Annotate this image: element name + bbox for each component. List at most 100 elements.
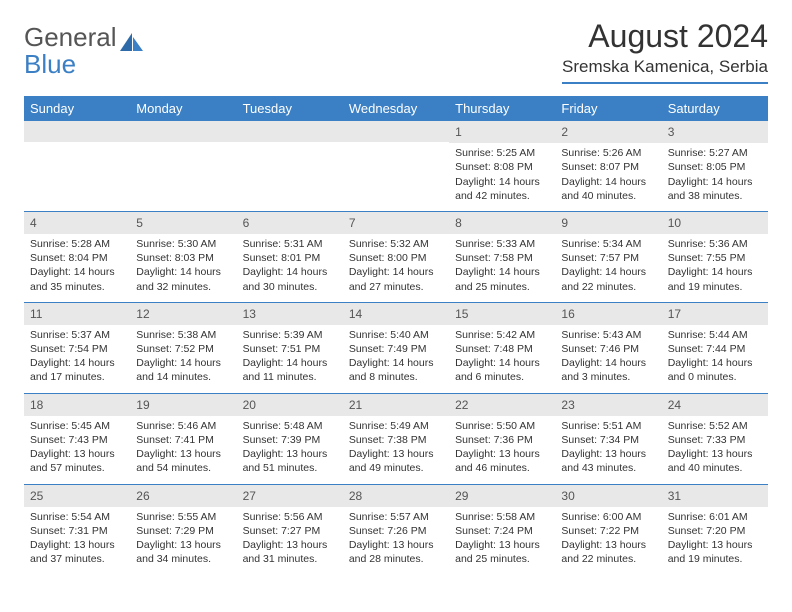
daylight-text: Daylight: 14 hours and 22 minutes.: [561, 265, 655, 293]
daylight-text: Daylight: 13 hours and 34 minutes.: [136, 538, 230, 566]
calendar-day-cell: 28Sunrise: 5:57 AMSunset: 7:26 PMDayligh…: [343, 484, 449, 574]
logo-word1: General: [24, 22, 117, 52]
sunrise-text: Sunrise: 5:48 AM: [243, 419, 337, 433]
sunset-text: Sunset: 7:46 PM: [561, 342, 655, 356]
calendar-day-cell: 17Sunrise: 5:44 AMSunset: 7:44 PMDayligh…: [662, 302, 768, 393]
day-header: Wednesday: [343, 96, 449, 121]
day-content: Sunrise: 5:45 AMSunset: 7:43 PMDaylight:…: [24, 416, 130, 484]
daylight-text: Daylight: 14 hours and 14 minutes.: [136, 356, 230, 384]
daylight-text: Daylight: 13 hours and 51 minutes.: [243, 447, 337, 475]
sunset-text: Sunset: 7:51 PM: [243, 342, 337, 356]
sunset-text: Sunset: 7:44 PM: [668, 342, 762, 356]
day-number: [343, 121, 449, 142]
calendar-day-cell: 16Sunrise: 5:43 AMSunset: 7:46 PMDayligh…: [555, 302, 661, 393]
daylight-text: Daylight: 14 hours and 25 minutes.: [455, 265, 549, 293]
calendar-day-cell: 3Sunrise: 5:27 AMSunset: 8:05 PMDaylight…: [662, 121, 768, 211]
calendar-day-cell: 25Sunrise: 5:54 AMSunset: 7:31 PMDayligh…: [24, 484, 130, 574]
day-content: Sunrise: 5:54 AMSunset: 7:31 PMDaylight:…: [24, 507, 130, 575]
day-header: Monday: [130, 96, 236, 121]
day-number: 2: [555, 121, 661, 143]
calendar-day-cell: 24Sunrise: 5:52 AMSunset: 7:33 PMDayligh…: [662, 393, 768, 484]
day-content: Sunrise: 5:30 AMSunset: 8:03 PMDaylight:…: [130, 234, 236, 302]
calendar-week-row: 4Sunrise: 5:28 AMSunset: 8:04 PMDaylight…: [24, 211, 768, 302]
sunrise-text: Sunrise: 5:34 AM: [561, 237, 655, 251]
day-number: 11: [24, 303, 130, 325]
sunset-text: Sunset: 7:41 PM: [136, 433, 230, 447]
sunrise-text: Sunrise: 6:01 AM: [668, 510, 762, 524]
day-number: 17: [662, 303, 768, 325]
day-number: [237, 121, 343, 142]
sunset-text: Sunset: 7:22 PM: [561, 524, 655, 538]
daylight-text: Daylight: 14 hours and 19 minutes.: [668, 265, 762, 293]
sunset-text: Sunset: 7:55 PM: [668, 251, 762, 265]
sunset-text: Sunset: 7:26 PM: [349, 524, 443, 538]
sunrise-text: Sunrise: 5:39 AM: [243, 328, 337, 342]
daylight-text: Daylight: 13 hours and 57 minutes.: [30, 447, 124, 475]
day-number: 1: [449, 121, 555, 143]
daylight-text: Daylight: 14 hours and 11 minutes.: [243, 356, 337, 384]
sunset-text: Sunset: 8:07 PM: [561, 160, 655, 174]
daylight-text: Daylight: 13 hours and 43 minutes.: [561, 447, 655, 475]
day-content: Sunrise: 5:55 AMSunset: 7:29 PMDaylight:…: [130, 507, 236, 575]
day-number: 10: [662, 212, 768, 234]
location-label: Sremska Kamenica, Serbia: [562, 57, 768, 77]
daylight-text: Daylight: 13 hours and 22 minutes.: [561, 538, 655, 566]
day-content: Sunrise: 5:32 AMSunset: 8:00 PMDaylight:…: [343, 234, 449, 302]
calendar-week-row: 11Sunrise: 5:37 AMSunset: 7:54 PMDayligh…: [24, 302, 768, 393]
day-content: Sunrise: 5:58 AMSunset: 7:24 PMDaylight:…: [449, 507, 555, 575]
daylight-text: Daylight: 14 hours and 3 minutes.: [561, 356, 655, 384]
sunrise-text: Sunrise: 5:26 AM: [561, 146, 655, 160]
sunset-text: Sunset: 8:05 PM: [668, 160, 762, 174]
daylight-text: Daylight: 14 hours and 38 minutes.: [668, 175, 762, 203]
daylight-text: Daylight: 13 hours and 37 minutes.: [30, 538, 124, 566]
day-content: Sunrise: 5:26 AMSunset: 8:07 PMDaylight:…: [555, 143, 661, 211]
daylight-text: Daylight: 13 hours and 49 minutes.: [349, 447, 443, 475]
sunrise-text: Sunrise: 5:49 AM: [349, 419, 443, 433]
sunrise-text: Sunrise: 5:56 AM: [243, 510, 337, 524]
sunset-text: Sunset: 7:24 PM: [455, 524, 549, 538]
sunset-text: Sunset: 7:58 PM: [455, 251, 549, 265]
day-content: [130, 142, 236, 153]
title-block: August 2024 Sremska Kamenica, Serbia: [562, 18, 768, 84]
daylight-text: Daylight: 14 hours and 32 minutes.: [136, 265, 230, 293]
calendar-day-cell: 22Sunrise: 5:50 AMSunset: 7:36 PMDayligh…: [449, 393, 555, 484]
sunrise-text: Sunrise: 5:30 AM: [136, 237, 230, 251]
sunrise-text: Sunrise: 5:31 AM: [243, 237, 337, 251]
day-content: Sunrise: 5:49 AMSunset: 7:38 PMDaylight:…: [343, 416, 449, 484]
sunset-text: Sunset: 8:04 PM: [30, 251, 124, 265]
sunset-text: Sunset: 7:57 PM: [561, 251, 655, 265]
calendar-day-cell: 30Sunrise: 6:00 AMSunset: 7:22 PMDayligh…: [555, 484, 661, 574]
day-content: Sunrise: 5:28 AMSunset: 8:04 PMDaylight:…: [24, 234, 130, 302]
sunset-text: Sunset: 7:33 PM: [668, 433, 762, 447]
day-content: Sunrise: 5:56 AMSunset: 7:27 PMDaylight:…: [237, 507, 343, 575]
sunset-text: Sunset: 8:08 PM: [455, 160, 549, 174]
sunset-text: Sunset: 8:01 PM: [243, 251, 337, 265]
day-number: 19: [130, 394, 236, 416]
day-number: 7: [343, 212, 449, 234]
daylight-text: Daylight: 14 hours and 17 minutes.: [30, 356, 124, 384]
day-number: 12: [130, 303, 236, 325]
sunrise-text: Sunrise: 5:28 AM: [30, 237, 124, 251]
day-content: Sunrise: 5:52 AMSunset: 7:33 PMDaylight:…: [662, 416, 768, 484]
calendar-day-cell: 21Sunrise: 5:49 AMSunset: 7:38 PMDayligh…: [343, 393, 449, 484]
sunrise-text: Sunrise: 6:00 AM: [561, 510, 655, 524]
sunrise-text: Sunrise: 5:51 AM: [561, 419, 655, 433]
day-number: 9: [555, 212, 661, 234]
day-number: 25: [24, 485, 130, 507]
sunset-text: Sunset: 7:39 PM: [243, 433, 337, 447]
daylight-text: Daylight: 14 hours and 42 minutes.: [455, 175, 549, 203]
day-number: 15: [449, 303, 555, 325]
sunset-text: Sunset: 7:29 PM: [136, 524, 230, 538]
sunrise-text: Sunrise: 5:57 AM: [349, 510, 443, 524]
day-header: Sunday: [24, 96, 130, 121]
day-content: Sunrise: 5:40 AMSunset: 7:49 PMDaylight:…: [343, 325, 449, 393]
sunset-text: Sunset: 8:00 PM: [349, 251, 443, 265]
daylight-text: Daylight: 14 hours and 6 minutes.: [455, 356, 549, 384]
day-header: Thursday: [449, 96, 555, 121]
day-content: Sunrise: 5:25 AMSunset: 8:08 PMDaylight:…: [449, 143, 555, 211]
calendar-day-cell: [343, 121, 449, 211]
day-number: 18: [24, 394, 130, 416]
day-content: Sunrise: 5:34 AMSunset: 7:57 PMDaylight:…: [555, 234, 661, 302]
sunset-text: Sunset: 8:03 PM: [136, 251, 230, 265]
daylight-text: Daylight: 13 hours and 40 minutes.: [668, 447, 762, 475]
